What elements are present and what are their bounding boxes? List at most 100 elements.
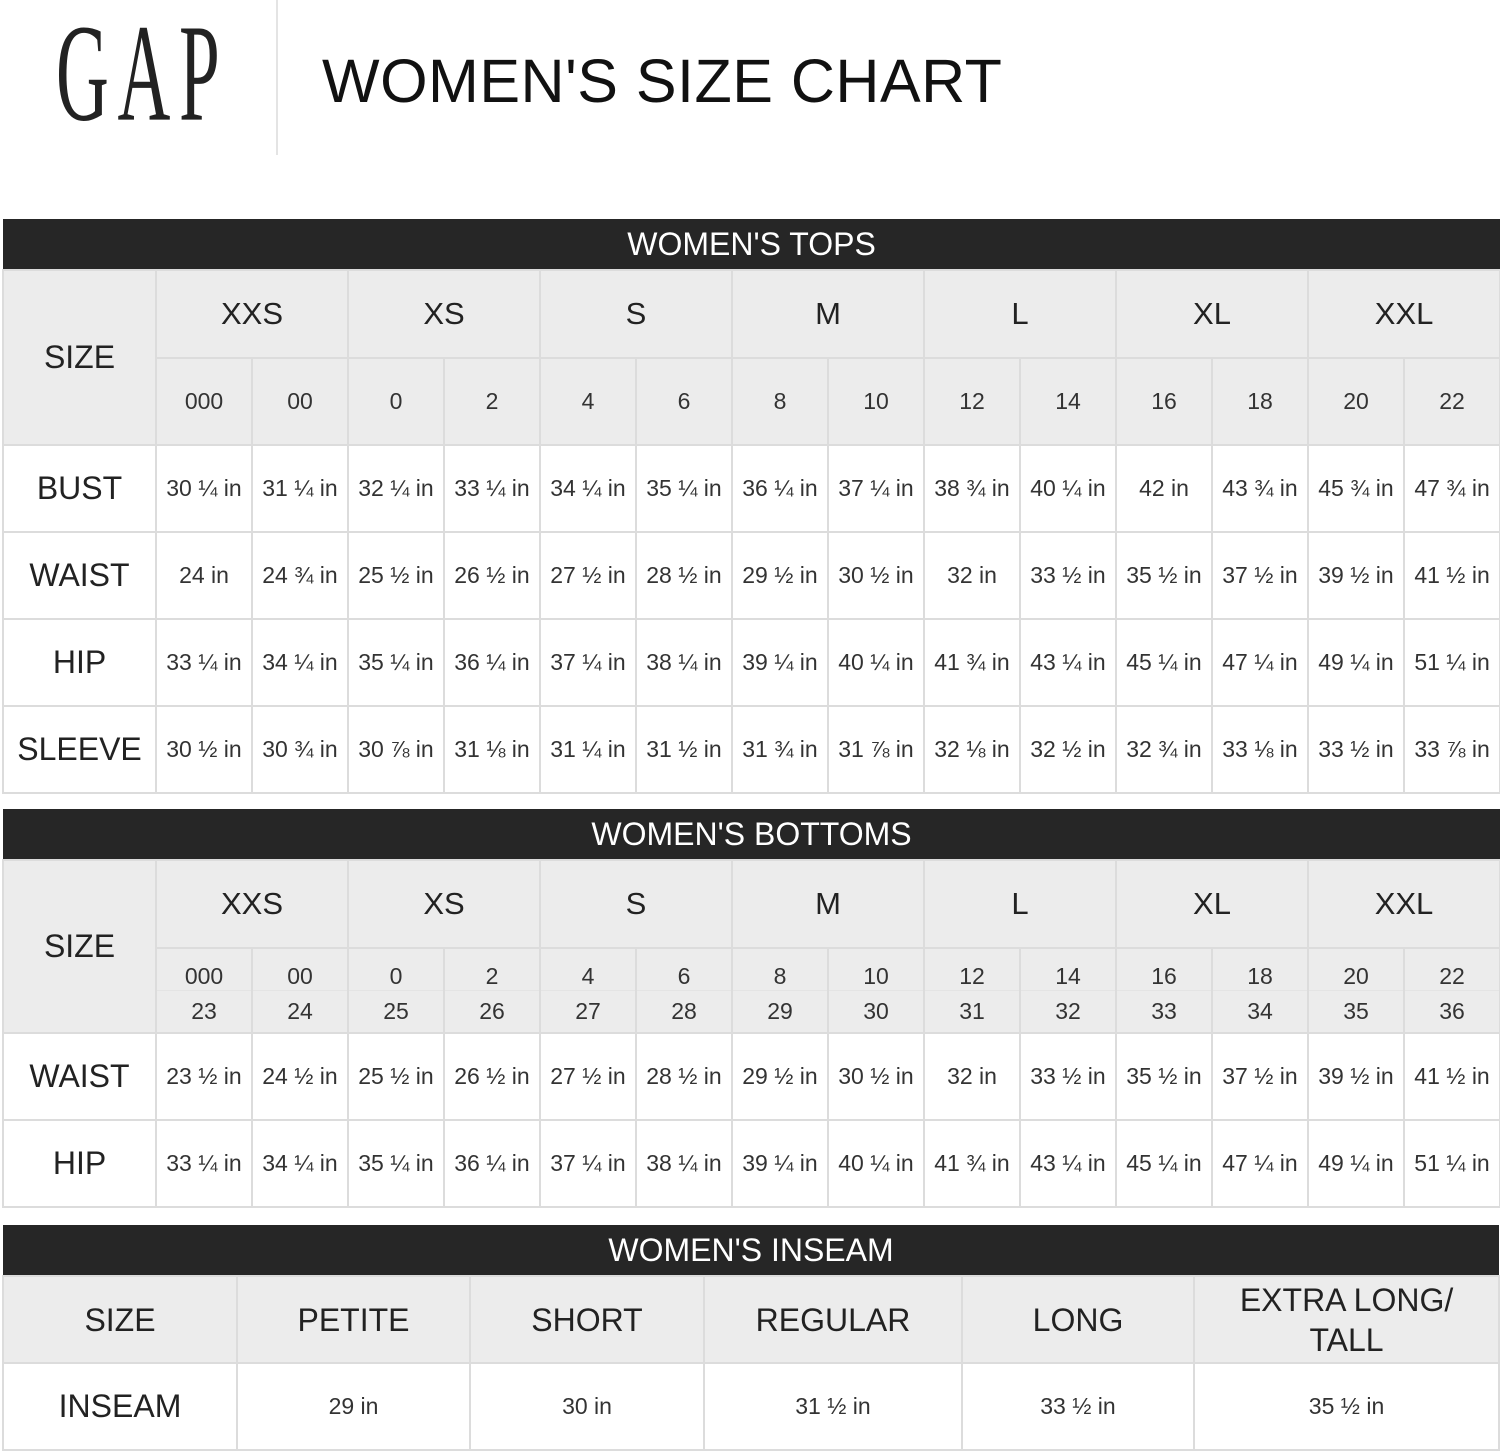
measurement-cell: 31 ¼ in [251,444,349,533]
measurement-row: HIP 33 ¼ in 34 ¼ in 35 ¼ in 36 ¼ in 37 ¼ in 38… [2,1119,1500,1208]
measurement-cell: 35 ½ in [1115,531,1213,620]
waist-size-header: 28 [635,990,733,1034]
measurement-cell: 25 ½ in [347,531,445,620]
numeric-size-header: 8 [731,357,829,446]
measurement-row: WAIST 23 ½ in 24 ½ in 25 ½ in 26 ½ in 27 ½ in… [2,1032,1500,1121]
measurement-cell: 34 ¼ in [251,1119,349,1208]
letter-size-header: S [539,269,733,359]
inseam-cell: 30 in [469,1362,705,1451]
measurement-cell: 35 ½ in [1115,1032,1213,1121]
measurement-cell: 31 ½ in [635,705,733,794]
size-label: SIZE [2,859,157,1034]
measurement-cell: 45 ¼ in [1115,618,1213,707]
letter-size-header: M [731,859,925,949]
tops-heading: WOMEN'S TOPS [3,219,1500,270]
measurement-cell: 26 ½ in [443,531,541,620]
numeric-size-header: 8 [731,947,829,991]
measurement-cell: 34 ¼ in [539,444,637,533]
letter-size-header: XXL [1306,269,1500,359]
measurement-cell: 40 ¼ in [827,1119,925,1208]
numeric-size-header: 2 [443,357,541,446]
numeric-size-header: 4 [539,357,637,446]
measurement-row: SLEEVE 30 ½ in 30 ¾ in 30 ⅞ in 31 ⅛ in 31 ¼ i… [2,705,1500,794]
measurement-cell: 49 ¼ in [1307,618,1405,707]
measurement-cell: 28 ½ in [635,531,733,620]
measurement-cell: 37 ¼ in [539,618,637,707]
inseam-cell: 31 ½ in [703,1362,963,1451]
letter-size-header: XXS [155,269,349,359]
measurement-cell: 36 ¼ in [443,1119,541,1208]
inseam-heading: WOMEN'S INSEAM [3,1225,1500,1276]
numeric-size-header: 16 [1115,357,1213,446]
measurement-cell: 37 ¼ in [827,444,925,533]
measurement-cell: 35 ¼ in [635,444,733,533]
inseam-value-row: INSEAM 29 in 30 in 31 ½ in 33 ½ in 35 ½ in [2,1362,1500,1451]
waist-size-header: 23 [155,990,253,1034]
numeric-size-header: 20 [1307,947,1405,991]
waist-size-header: 26 [443,990,541,1034]
numeric-size-header: 12 [923,357,1021,446]
measurement-cell: 33 ½ in [1019,531,1117,620]
measurement-cell: 32 in [923,1032,1021,1121]
measurement-cell: 41 ½ in [1402,531,1500,620]
measurement-cell: 38 ¼ in [635,1119,733,1208]
measurement-cell: 40 ¼ in [1019,444,1117,533]
inseam-header: SHORT [469,1275,705,1364]
measurement-cell: 24 in [155,531,253,620]
letter-size-header: M [731,269,925,359]
waist-size-header: 24 [251,990,349,1034]
numeric-size-row: 000 00 0 2 4 6 8 10 12 14 16 18 20 22 [3,947,1500,991]
numeric-size-header: 22 [1402,357,1500,446]
measurement-cell: 47 ¼ in [1211,1119,1309,1208]
row-label: HIP [2,1119,157,1208]
measurement-cell: 31 ⅛ in [443,705,541,794]
numeric-size-header: 000 [155,947,253,991]
inseam-header: LONG [961,1275,1195,1364]
measurement-cell: 41 ¾ in [923,1119,1021,1208]
letter-size-row: SIZE XXS XS S M L XL XXL [2,859,1500,1034]
measurement-cell: 33 ½ in [1307,705,1405,794]
measurement-cell: 33 ⅛ in [1211,705,1309,794]
measurement-cell: 32 ½ in [1019,705,1117,794]
measurement-cell: 45 ¼ in [1115,1119,1213,1208]
numeric-size-header: 0 [347,947,445,991]
measurement-cell: 43 ¼ in [1019,618,1117,707]
inseam-cell: 33 ½ in [961,1362,1195,1451]
measurement-cell: 33 ⅞ in [1402,705,1500,794]
numeric-size-header: 14 [1019,357,1117,446]
measurement-cell: 24 ½ in [251,1032,349,1121]
numeric-size-header: 2 [443,947,541,991]
inseam-cell: 29 in [236,1362,471,1451]
letter-size-header: XXL [1306,859,1500,949]
measurement-cell: 27 ½ in [539,531,637,620]
inseam-header: REGULAR [703,1275,963,1364]
numeric-size-header: 10 [827,947,925,991]
header-divider [276,0,278,155]
numeric-size-header: 4 [539,947,637,991]
row-label: HIP [2,618,157,707]
measurement-cell: 30 ⅞ in [347,705,445,794]
measurement-cell: 37 ½ in [1211,531,1309,620]
measurement-cell: 30 ¾ in [251,705,349,794]
size-label: SIZE [2,269,157,446]
letter-size-header: XS [347,859,541,949]
gap-logo: GAP [56,0,229,151]
measurement-cell: 42 in [1115,444,1213,533]
measurement-cell: 33 ¼ in [443,444,541,533]
measurement-cell: 49 ¼ in [1307,1119,1405,1208]
measurement-cell: 33 ¼ in [155,618,253,707]
page-title: WOMEN'S SIZE CHART [322,47,1003,115]
measurement-cell: 35 ¼ in [347,1119,445,1208]
letter-size-row: SIZE XXS XS S M L XL XXL [2,269,1500,446]
letter-size-header: L [923,859,1117,949]
measurement-cell: 38 ¾ in [923,444,1021,533]
inseam-header-row: SIZE PETITE SHORT REGULAR LONG EXTRA LONG/ TA… [2,1275,1500,1364]
numeric-size-header: 20 [1307,357,1405,446]
measurement-cell: 51 ¼ in [1402,1119,1500,1208]
waist-size-header: 33 [1115,990,1213,1034]
letter-size-header: XS [347,269,541,359]
measurement-cell: 25 ½ in [347,1032,445,1121]
measurement-cell: 29 ½ in [731,531,829,620]
measurement-cell: 41 ¾ in [923,618,1021,707]
